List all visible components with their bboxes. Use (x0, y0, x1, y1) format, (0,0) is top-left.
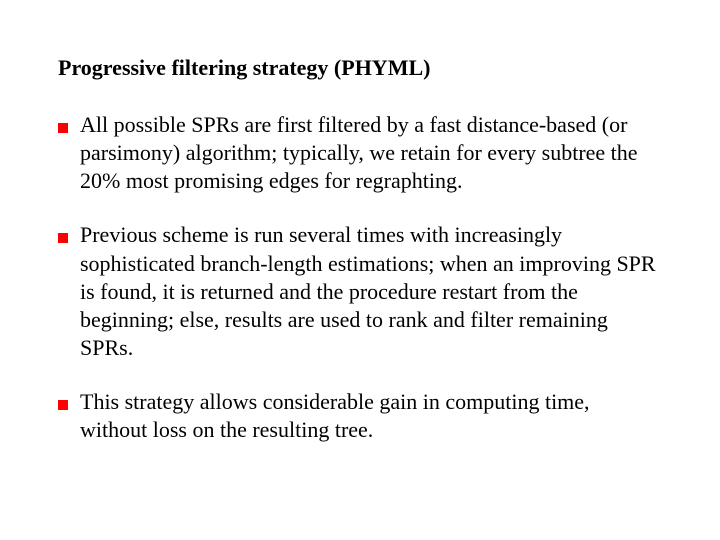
bullet-item: All possible SPRs are first filtered by … (58, 111, 662, 195)
bullet-item: This strategy allows considerable gain i… (58, 388, 662, 444)
slide: Progressive filtering strategy (PHYML) A… (0, 0, 720, 540)
bullet-item: Previous scheme is run several times wit… (58, 221, 662, 362)
square-bullet-icon (58, 119, 68, 129)
square-bullet-icon (58, 229, 68, 239)
bullet-text: Previous scheme is run several times wit… (80, 221, 662, 362)
bullet-text: All possible SPRs are first filtered by … (80, 111, 662, 195)
bullet-text: This strategy allows considerable gain i… (80, 388, 662, 444)
square-bullet-icon (58, 396, 68, 406)
slide-title: Progressive filtering strategy (PHYML) (58, 55, 662, 81)
